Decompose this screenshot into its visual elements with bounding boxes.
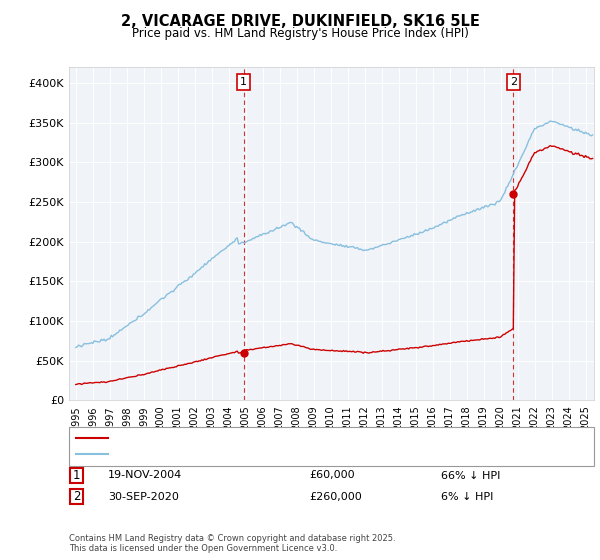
Text: Contains HM Land Registry data © Crown copyright and database right 2025.
This d: Contains HM Land Registry data © Crown c…	[69, 534, 395, 553]
Text: 2: 2	[510, 77, 517, 87]
Text: Price paid vs. HM Land Registry's House Price Index (HPI): Price paid vs. HM Land Registry's House …	[131, 27, 469, 40]
Text: £60,000: £60,000	[309, 470, 355, 480]
Text: 1: 1	[73, 469, 80, 482]
Text: 2, VICARAGE DRIVE, DUKINFIELD, SK16 5LE (detached house): 2, VICARAGE DRIVE, DUKINFIELD, SK16 5LE …	[114, 433, 434, 443]
Text: 66% ↓ HPI: 66% ↓ HPI	[441, 470, 500, 480]
Text: HPI: Average price, detached house, Tameside: HPI: Average price, detached house, Tame…	[114, 449, 356, 459]
Text: 6% ↓ HPI: 6% ↓ HPI	[441, 492, 493, 502]
Text: 2, VICARAGE DRIVE, DUKINFIELD, SK16 5LE: 2, VICARAGE DRIVE, DUKINFIELD, SK16 5LE	[121, 14, 479, 29]
Text: £260,000: £260,000	[309, 492, 362, 502]
Text: 30-SEP-2020: 30-SEP-2020	[108, 492, 179, 502]
Text: 1: 1	[240, 77, 247, 87]
Text: 2: 2	[73, 490, 80, 503]
Text: 19-NOV-2004: 19-NOV-2004	[108, 470, 182, 480]
